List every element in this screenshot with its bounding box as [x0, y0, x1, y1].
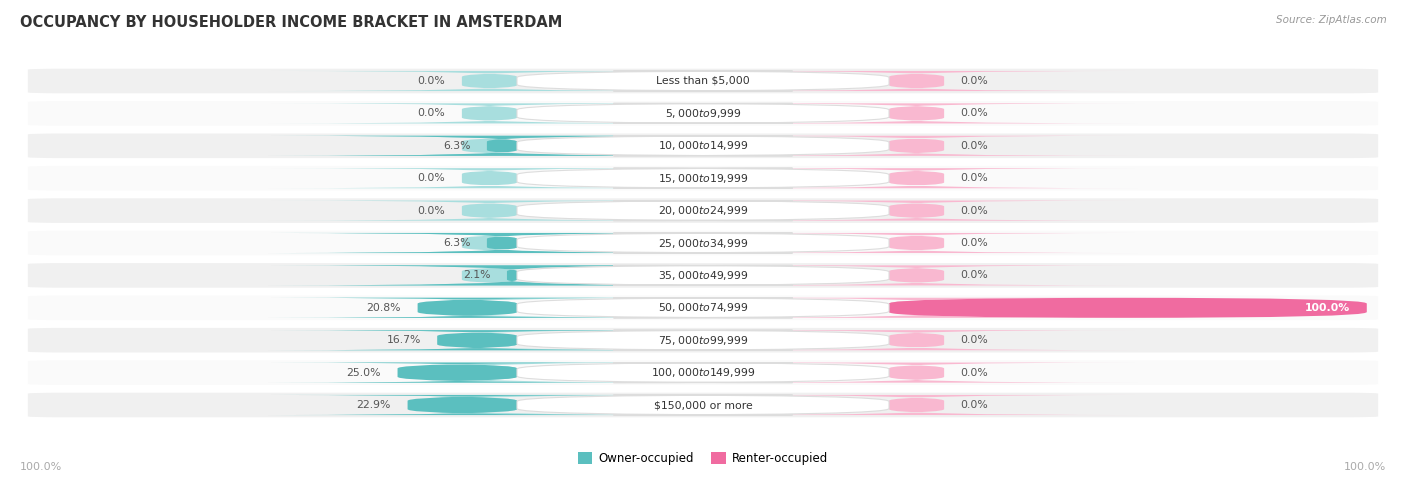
FancyBboxPatch shape — [269, 363, 645, 382]
FancyBboxPatch shape — [28, 101, 1378, 126]
Text: 0.0%: 0.0% — [960, 108, 988, 119]
Legend: Owner-occupied, Renter-occupied: Owner-occupied, Renter-occupied — [574, 447, 832, 470]
FancyBboxPatch shape — [28, 231, 1378, 255]
Text: $35,000 to $49,999: $35,000 to $49,999 — [658, 269, 748, 282]
FancyBboxPatch shape — [269, 136, 735, 156]
FancyBboxPatch shape — [269, 71, 710, 91]
Text: Source: ZipAtlas.com: Source: ZipAtlas.com — [1275, 15, 1386, 25]
FancyBboxPatch shape — [517, 395, 889, 415]
FancyBboxPatch shape — [517, 71, 889, 91]
FancyBboxPatch shape — [269, 104, 710, 123]
FancyBboxPatch shape — [696, 71, 1137, 91]
Text: 0.0%: 0.0% — [960, 173, 988, 183]
Text: $15,000 to $19,999: $15,000 to $19,999 — [658, 172, 748, 185]
FancyBboxPatch shape — [517, 233, 889, 253]
Text: $50,000 to $74,999: $50,000 to $74,999 — [658, 301, 748, 314]
FancyBboxPatch shape — [696, 136, 1137, 156]
Text: $150,000 or more: $150,000 or more — [654, 400, 752, 410]
Text: 100.0%: 100.0% — [1344, 462, 1386, 471]
FancyBboxPatch shape — [269, 395, 710, 415]
FancyBboxPatch shape — [696, 265, 1137, 285]
FancyBboxPatch shape — [517, 265, 889, 285]
FancyBboxPatch shape — [696, 104, 1137, 123]
Text: $75,000 to $99,999: $75,000 to $99,999 — [658, 334, 748, 347]
Text: $100,000 to $149,999: $100,000 to $149,999 — [651, 366, 755, 379]
FancyBboxPatch shape — [889, 298, 1367, 318]
FancyBboxPatch shape — [517, 201, 889, 221]
FancyBboxPatch shape — [517, 363, 889, 382]
FancyBboxPatch shape — [28, 69, 1378, 93]
Text: 22.9%: 22.9% — [357, 400, 391, 410]
Text: Less than $5,000: Less than $5,000 — [657, 76, 749, 86]
FancyBboxPatch shape — [696, 233, 1137, 253]
FancyBboxPatch shape — [269, 168, 710, 188]
FancyBboxPatch shape — [517, 298, 889, 318]
FancyBboxPatch shape — [517, 330, 889, 350]
FancyBboxPatch shape — [28, 393, 1378, 417]
Text: 2.1%: 2.1% — [463, 270, 491, 280]
FancyBboxPatch shape — [269, 136, 710, 156]
FancyBboxPatch shape — [269, 298, 710, 318]
FancyBboxPatch shape — [269, 330, 710, 350]
FancyBboxPatch shape — [28, 198, 1378, 223]
Text: 25.0%: 25.0% — [346, 367, 381, 378]
FancyBboxPatch shape — [28, 360, 1378, 385]
Text: 6.3%: 6.3% — [443, 238, 471, 248]
FancyBboxPatch shape — [269, 363, 710, 382]
Text: 16.7%: 16.7% — [387, 335, 420, 345]
FancyBboxPatch shape — [28, 134, 1378, 158]
Text: $20,000 to $24,999: $20,000 to $24,999 — [658, 204, 748, 217]
Text: 0.0%: 0.0% — [960, 238, 988, 248]
FancyBboxPatch shape — [696, 298, 1137, 318]
Text: 0.0%: 0.0% — [960, 367, 988, 378]
Text: 100.0%: 100.0% — [1305, 303, 1350, 313]
FancyBboxPatch shape — [517, 104, 889, 123]
FancyBboxPatch shape — [28, 295, 1378, 320]
Text: 0.0%: 0.0% — [418, 76, 446, 86]
Text: 100.0%: 100.0% — [20, 462, 62, 471]
FancyBboxPatch shape — [269, 298, 665, 318]
FancyBboxPatch shape — [269, 233, 710, 253]
FancyBboxPatch shape — [269, 201, 710, 221]
Text: 0.0%: 0.0% — [960, 270, 988, 280]
FancyBboxPatch shape — [28, 263, 1378, 288]
Text: 6.3%: 6.3% — [443, 141, 471, 151]
Text: 0.0%: 0.0% — [960, 141, 988, 151]
Text: 0.0%: 0.0% — [418, 173, 446, 183]
FancyBboxPatch shape — [696, 201, 1137, 221]
FancyBboxPatch shape — [28, 166, 1378, 191]
Text: OCCUPANCY BY HOUSEHOLDER INCOME BRACKET IN AMSTERDAM: OCCUPANCY BY HOUSEHOLDER INCOME BRACKET … — [20, 15, 562, 30]
FancyBboxPatch shape — [696, 363, 1137, 382]
Text: $25,000 to $34,999: $25,000 to $34,999 — [658, 237, 748, 249]
Text: $5,000 to $9,999: $5,000 to $9,999 — [665, 107, 741, 120]
FancyBboxPatch shape — [517, 136, 889, 156]
Text: 0.0%: 0.0% — [960, 400, 988, 410]
FancyBboxPatch shape — [269, 265, 710, 285]
Text: 0.0%: 0.0% — [418, 108, 446, 119]
Text: 0.0%: 0.0% — [960, 206, 988, 216]
FancyBboxPatch shape — [269, 395, 655, 415]
FancyBboxPatch shape — [517, 168, 889, 188]
Text: 0.0%: 0.0% — [960, 335, 988, 345]
Text: 0.0%: 0.0% — [418, 206, 446, 216]
FancyBboxPatch shape — [269, 330, 685, 350]
FancyBboxPatch shape — [269, 265, 755, 285]
Text: 20.8%: 20.8% — [367, 303, 401, 313]
FancyBboxPatch shape — [28, 328, 1378, 352]
Text: 0.0%: 0.0% — [960, 76, 988, 86]
Text: $10,000 to $14,999: $10,000 to $14,999 — [658, 139, 748, 152]
FancyBboxPatch shape — [696, 330, 1137, 350]
FancyBboxPatch shape — [696, 168, 1137, 188]
FancyBboxPatch shape — [269, 233, 735, 253]
FancyBboxPatch shape — [696, 395, 1137, 415]
